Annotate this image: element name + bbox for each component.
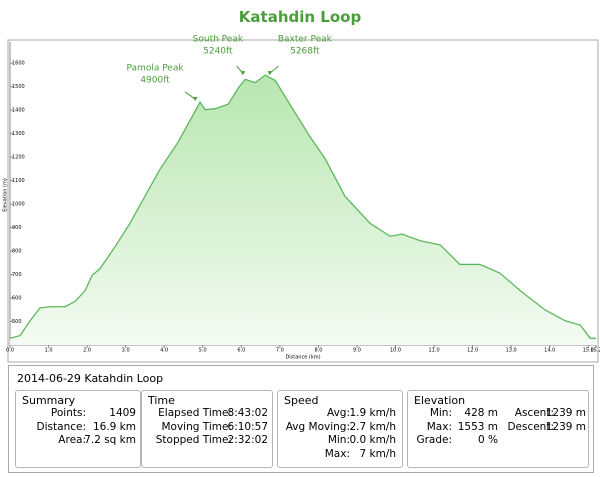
chart: Elevation (m) Distance (km) 500 600 700 800… [3,35,600,363]
y-tick-label: 600 [12,296,22,302]
annotation-label: 5268ft [290,47,320,57]
y-tick-label: 800 [12,249,22,255]
stat-value: 8:43:02 [227,407,268,419]
stat-value: 16.9 km [92,420,136,433]
x-tick-label: 10.0 [390,348,401,354]
y-tick-label: 1100 [12,178,25,184]
stat-group: Summary Points: 1409 Distance: 16.9 km Area: 7… [15,390,141,468]
stat-value: 1239 m [545,420,586,433]
y-tick-label: 1400 [12,108,25,114]
stat-value: 7 km/h [359,447,396,460]
x-tick-label: 14.0 [544,348,555,354]
stat-label: Avg Moving: [285,420,350,433]
stat-value: 0.0 km/h [349,434,396,446]
x-tick-label: 2.0 [83,348,91,354]
annotation-label: 4900ft [140,75,170,85]
stats-panel: 2014-06-29 Katahdin Loop Summary Points: 1… [8,365,594,473]
stat-label: Max: [426,420,452,433]
stat-group: Time Elapsed Time: 8:43:02 Moving Time: 6:10… [141,390,273,468]
stat-value: 6:10:57 [227,420,268,433]
y-tick-label: 1200 [12,155,25,161]
x-tick-label: 11.0 [429,348,440,354]
stat-row: Max: 7 km/h [278,448,404,461]
x-tick-label: 13.0 [506,348,517,354]
stat-label: Distance: [36,420,86,433]
x-tick-label: 5.0 [199,348,207,354]
annotation-label: Pamola Peak [127,63,185,73]
annotation-arrowhead [267,71,273,76]
stat-value: 1.9 km/h [349,407,396,419]
stat-label: Stopped Time: [155,434,232,446]
x-tick-label: 1.0 [45,348,53,354]
area-fill [10,75,596,346]
stat-row: Area: 7.2 sq km [16,434,142,447]
x-axis-title: Distance (km) [285,355,320,361]
stat-row: Distance: 16.9 km [16,421,142,434]
y-tick-label: 1600 [12,61,25,67]
stat-row: Moving Time: 6:10:57 [142,421,274,434]
stat-row: Min: 0.0 km/h [278,434,404,447]
annotation-arrowhead [192,96,198,101]
x-tick-label: 7.0 [276,348,284,354]
stat-value: 1409 [109,407,136,419]
stat-label: Avg: [327,407,350,419]
stat-row: Avg: 1.9 km/h [278,407,404,420]
y-tick-label: 1000 [12,202,25,208]
stat-label: Descent: [507,420,554,433]
annotation-label: 5240ft [203,47,233,57]
stat-value: 2:32:02 [227,434,268,446]
x-tick-label: 3.0 [122,348,130,354]
stat-value: 1553 m [457,420,498,433]
y-tick-label: 1300 [12,131,25,137]
group-title: Time [148,394,175,407]
stat-group: Elevation Min: 428 m Ascent: 1239 m Max: 1553 … [407,390,589,468]
stat-row: Grade: 0 % [408,434,590,447]
elevation-line [9,74,597,340]
stat-label: Points: [50,407,86,419]
annotation-arrowhead [240,71,246,76]
stat-row: Points: 1409 [16,407,142,420]
stat-label: Min: [429,407,452,419]
stat-value: 2.7 km/h [349,420,396,433]
stat-value: 0 % [478,434,498,446]
chart-title: Katahdin Loop [238,8,362,26]
stat-label: Ascent: [514,407,554,419]
stat-value: 428 m [464,407,498,419]
stat-label: Area: [58,434,86,446]
stat-row: Stopped Time: 2:32:02 [142,434,274,447]
panel-title: 2014-06-29 Katahdin Loop [17,372,164,385]
group-title: Speed [284,394,319,407]
stat-value: 1239 m [545,407,586,419]
x-tick-label: 4.0 [160,348,168,354]
y-tick-label: 500 [12,319,22,325]
stat-row: Max: 1553 m Descent: 1239 m [408,421,590,434]
annotation-label: Baxter Peak [278,35,333,45]
x-tick-label: 8.0 [314,348,322,354]
stat-row: Min: 428 m Ascent: 1239 m [408,407,590,420]
stat-group: Speed Avg: 1.9 km/h Avg Moving: 2.7 km/h Min:… [277,390,403,468]
x-tick-label: 9.0 [353,348,361,354]
y-tick-label: 900 [12,225,22,231]
x-tick-label: 15.0 [583,348,594,354]
stat-label: Max: [324,447,350,460]
group-title: Elevation [414,394,466,407]
stat-label: Elapsed Time: [158,407,232,419]
stat-value: 7.2 sq km [84,434,136,446]
stat-row: Elapsed Time: 8:43:02 [142,407,274,420]
y-axis-title: Elevation (m) [3,178,9,212]
stat-label: Moving Time: [161,420,232,433]
x-tick-label: 12.0 [467,348,478,354]
annotation-label: South Peak [193,35,244,45]
x-tick-label: 15.2 [590,348,600,354]
group-title: Summary [22,394,76,407]
y-tick-label: 1500 [12,84,25,90]
stat-label: Grade: [416,434,452,446]
stat-label: Min: [327,434,350,446]
x-tick-label: 0.0 [6,348,14,354]
stat-row: Avg Moving: 2.7 km/h [278,421,404,434]
y-tick-label: 700 [12,272,22,278]
x-tick-label: 6.0 [237,348,245,354]
